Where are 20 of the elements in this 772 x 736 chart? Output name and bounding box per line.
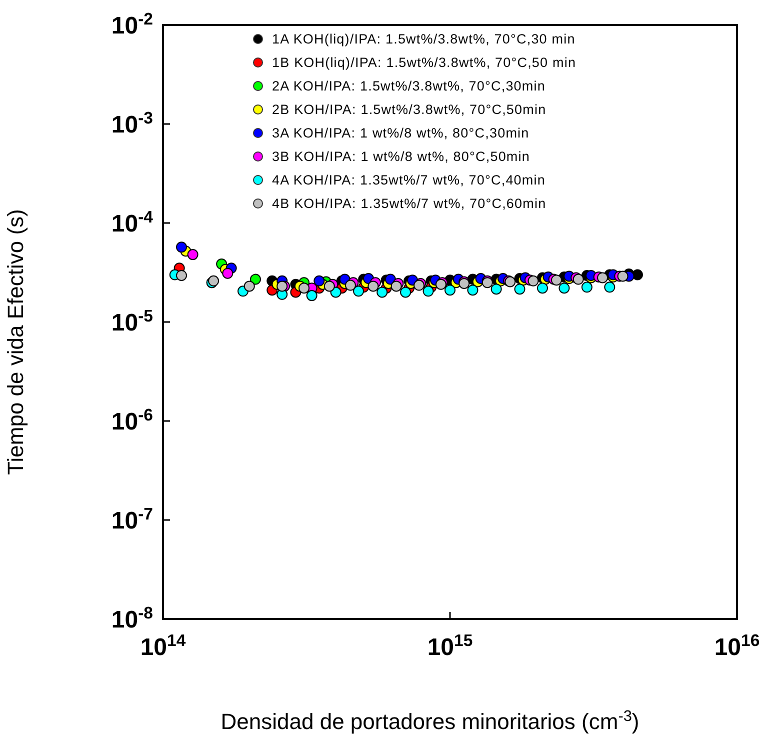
y-tick-label: 10$^{-6}$: [111, 404, 153, 436]
x-tick-label: 10$^{14}$: [140, 630, 186, 661]
legend-label: 2A KOH/IPA: 1.5wt%/3.8wt%, 70°C,30min: [272, 78, 546, 94]
x-axis-title: Densidad de portadores minoritarios (cm$^{-3}$): [220, 708, 640, 734]
y-tick-label: 10$^{-4}$: [111, 206, 154, 238]
legend-label: 1A KOH(liq)/IPA: 1.5wt%/3.8wt%, 70°C,30 min: [272, 32, 576, 47]
legend-label: 4A KOH/IPA: 1.35wt%/7 wt%, 70°C,40min: [272, 172, 546, 188]
y-tick-label: 10$^{-3}$: [111, 108, 153, 138]
y-tick-label: 10$^{-5}$: [111, 306, 153, 336]
legend-label: 2B KOH/IPA: 1.5wt%/3.8wt%, 70°C,50min: [272, 102, 546, 118]
x-tick-label: 10$^{16}$: [714, 630, 760, 661]
x-tick-label: 10$^{15}$: [427, 630, 473, 661]
legend-label: 3A KOH/IPA: 1 wt%/8 wt%, 80°C,30min: [272, 126, 530, 141]
y-tick-label: 10$^{-2}$: [111, 8, 153, 40]
y-tick-label: 10$^{-8}$: [111, 602, 153, 634]
legend-label: 1B KOH(liq)/IPA: 1.5wt%/3.8wt%, 70°C,50 min: [272, 55, 576, 70]
legend-label: 3B KOH/IPA: 1 wt%/8 wt%, 80°C,50min: [272, 149, 530, 164]
legend-label: 4B KOH/IPA: 1.35wt%/7 wt%, 70°C,60min: [272, 196, 546, 212]
y-tick-label: 10$^{-7}$: [111, 504, 153, 534]
y-axis-title: Tiempo de vida Efectivo (s): [3, 209, 28, 475]
